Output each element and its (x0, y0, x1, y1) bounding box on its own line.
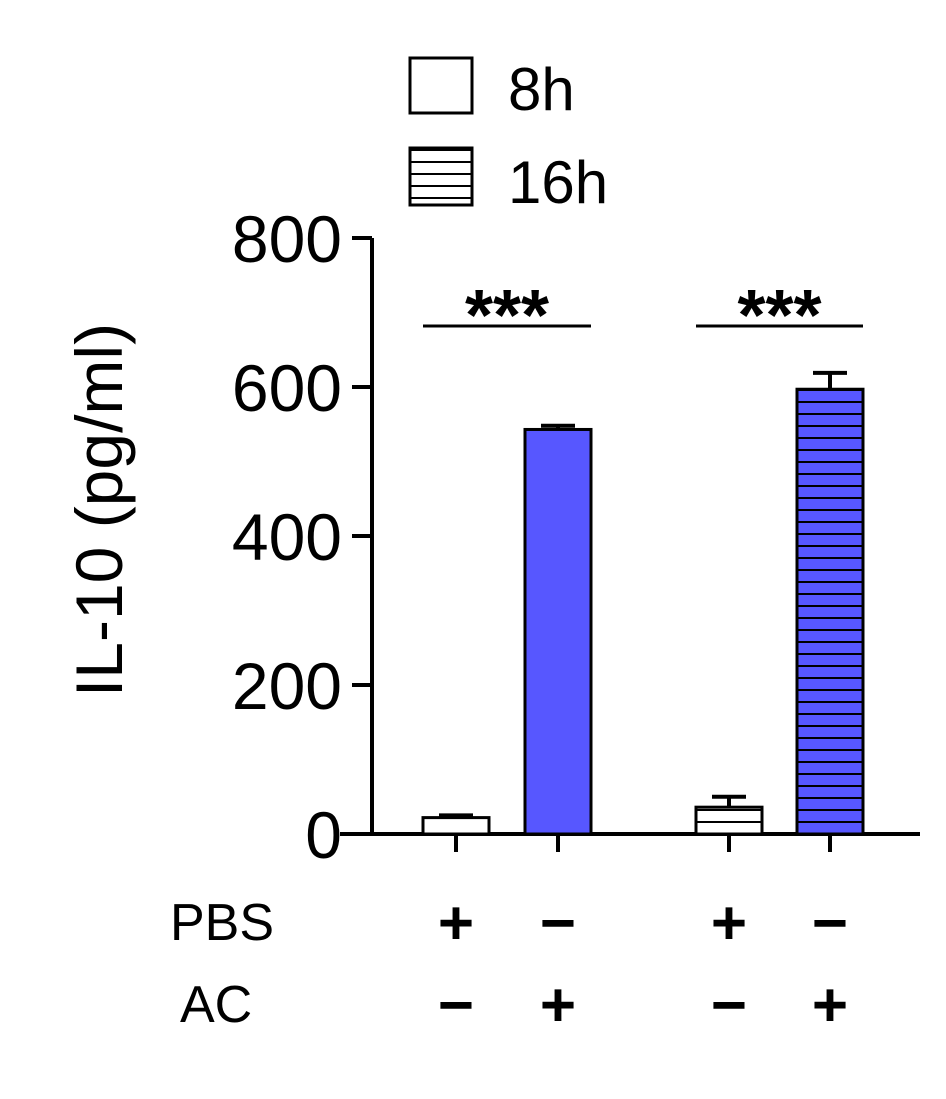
row-label-pbs: PBS (170, 894, 274, 952)
bar-0 (421, 816, 491, 836)
y-tick-label-200: 200 (232, 649, 342, 723)
row-pbs-sign-0: + (438, 889, 474, 958)
row-ac-sign-0: − (438, 971, 474, 1040)
row-ac-sign-2: − (711, 971, 747, 1040)
legend-item-8h: 8h (408, 56, 575, 123)
y-tick-label-800: 800 (232, 202, 342, 276)
y-tick-label-400: 400 (232, 500, 342, 574)
y-ticks: 0 200 400 600 800 (232, 202, 372, 872)
legend-swatch-8h (408, 56, 474, 115)
condition-rows: PBS + − + −AC − + − + (170, 889, 848, 1040)
sig-label-1: *** (737, 276, 821, 356)
bars (421, 370, 865, 852)
y-tick-label-600: 600 (232, 351, 342, 425)
legend: 8h 16h (408, 56, 608, 216)
row-ac-sign-3: + (812, 971, 848, 1040)
row-pbs-sign-1: − (540, 889, 576, 958)
row-pbs-sign-3: − (812, 889, 848, 958)
sig-label-0: *** (465, 276, 549, 356)
significance-markers: *** *** (423, 276, 863, 356)
bar-stripes-3 (797, 389, 863, 834)
y-tick-label-0: 0 (305, 798, 342, 872)
row-label-ac: AC (180, 976, 252, 1034)
legend-item-16h: 16h (408, 146, 608, 216)
bar-stripes-2 (696, 807, 762, 834)
y-axis-label: IL-10 (pg/ml) (62, 323, 136, 697)
row-ac-sign-1: + (540, 971, 576, 1040)
bar-1 (523, 427, 593, 836)
legend-swatch-16h-stripes (410, 148, 472, 205)
legend-label-8h: 8h (508, 56, 575, 123)
row-pbs-sign-2: + (711, 889, 747, 958)
legend-label-16h: 16h (508, 149, 608, 216)
